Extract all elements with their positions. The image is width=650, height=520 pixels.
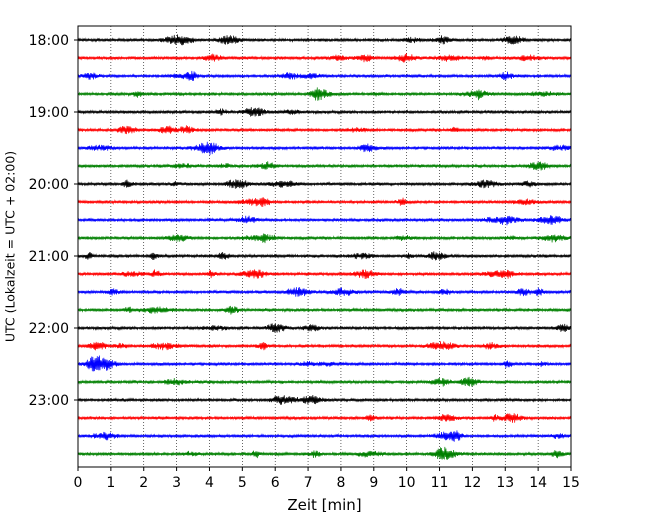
x-tick-label: 15 bbox=[562, 475, 580, 491]
x-tick-label: 0 bbox=[74, 475, 83, 491]
y-tick-label: 22:00 bbox=[29, 321, 69, 337]
plot-frame bbox=[77, 25, 572, 468]
x-tick-label: 14 bbox=[529, 475, 547, 491]
x-tick-label: 13 bbox=[496, 475, 514, 491]
x-tick-label: 2 bbox=[139, 475, 148, 491]
x-tick-label: 11 bbox=[431, 475, 449, 491]
y-tick-label: 18:00 bbox=[29, 33, 69, 49]
x-tick-label: 10 bbox=[398, 475, 416, 491]
trace-rows bbox=[77, 34, 572, 460]
x-tick-label: 5 bbox=[238, 475, 247, 491]
y-tick-label: 19:00 bbox=[29, 105, 69, 121]
x-axis: 0 1 2 3 4 5 6 7 8 9 10 11 12 13 14 15 bbox=[74, 467, 580, 491]
x-tick-label: 4 bbox=[205, 475, 214, 491]
x-tick-label: 1 bbox=[106, 475, 115, 491]
x-tick-label: 6 bbox=[271, 475, 280, 491]
x-axis-label: Zeit [min] bbox=[287, 496, 361, 514]
y-tick-label: 21:00 bbox=[29, 249, 69, 265]
x-tick-label: 12 bbox=[463, 475, 481, 491]
y-tick-label: 20:00 bbox=[29, 177, 69, 193]
trace-row bbox=[77, 446, 572, 460]
y-tick-label: 23:00 bbox=[29, 393, 69, 409]
x-tick-label: 7 bbox=[304, 475, 313, 491]
x-tick-label: 8 bbox=[336, 475, 345, 491]
x-tick-label: 3 bbox=[172, 475, 181, 491]
y-axis: 18:00 19:00 20:00 21:00 22:00 23:00 bbox=[29, 33, 78, 409]
y-axis-label: UTC (Lokalzeit = UTC + 02:00) bbox=[3, 151, 18, 342]
x-tick-label: 9 bbox=[369, 475, 378, 491]
